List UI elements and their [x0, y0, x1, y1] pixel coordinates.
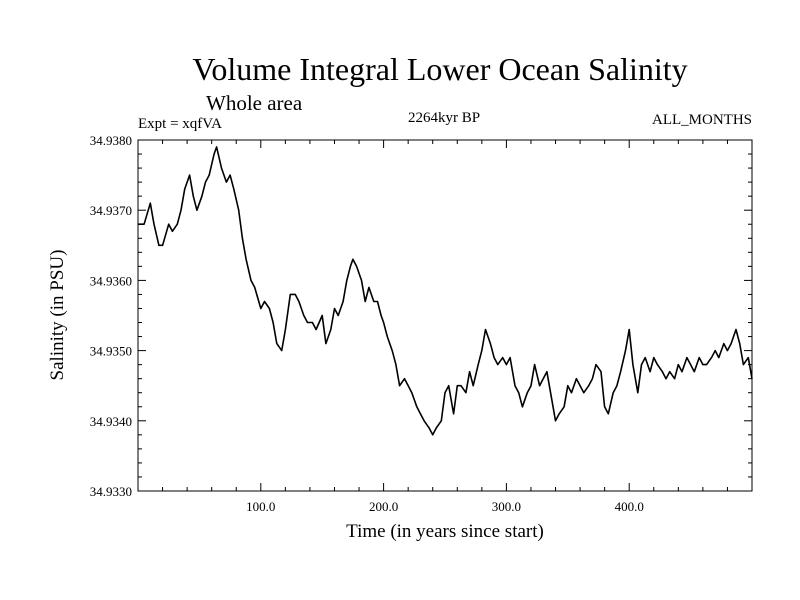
y-tick-label: 34.9350 [90, 344, 132, 359]
plot-frame [137, 139, 753, 492]
x-tick-label: 400.0 [615, 499, 644, 514]
y-tick-label: 34.9340 [90, 414, 132, 429]
x-tick-label: 200.0 [369, 499, 398, 514]
x-axis-label: Time (in years since start) [346, 521, 544, 542]
y-axis-label: Salinity (in PSU) [47, 250, 68, 381]
ticks [138, 140, 752, 491]
experiment-label: Expt = xqfVA [138, 116, 222, 132]
months-label: ALL_MONTHS [652, 112, 752, 128]
x-tick-label: 300.0 [492, 499, 521, 514]
y-tick-label: 34.9360 [90, 273, 132, 288]
y-tick-label: 34.9370 [90, 203, 132, 218]
y-tick-label: 34.9330 [90, 484, 132, 499]
x-tick-label: 100.0 [246, 499, 275, 514]
period-label: 2264kyr BP [408, 110, 480, 126]
tick-labels: 100.0 200.0 300.0 400.0 34.9330 34.9340 34.935… [90, 133, 644, 514]
chart-title: Volume Integral Lower Ocean Salinity [192, 51, 687, 87]
y-tick-label: 34.9380 [90, 133, 132, 148]
chart-subtitle: Whole area [206, 91, 303, 115]
salinity-series-line [138, 146, 753, 436]
